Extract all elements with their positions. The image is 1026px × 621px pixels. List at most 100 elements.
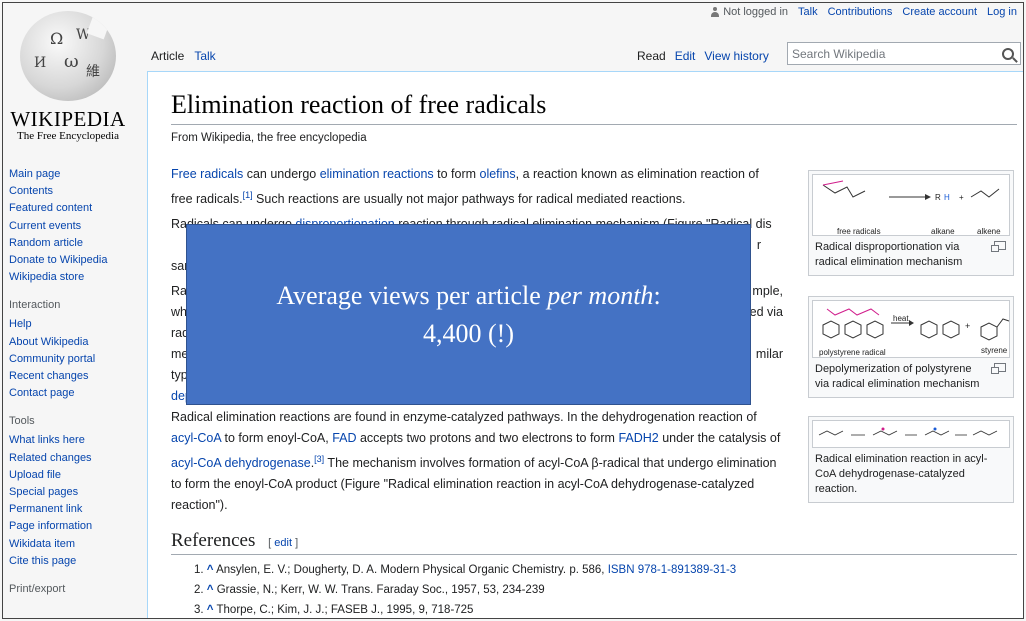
- sidebar-link[interactable]: What links here: [9, 434, 85, 447]
- backlink-caret[interactable]: ^: [206, 564, 214, 576]
- tagline: The Free Encyclopedia: [16, 130, 119, 142]
- enlarge-icon[interactable]: [991, 241, 1006, 252]
- text: to form enoyl-CoA,: [221, 431, 333, 446]
- sidebar-link[interactable]: Wikipedia store: [9, 271, 85, 284]
- sidebar-link[interactable]: Featured content: [9, 202, 93, 215]
- paragraph-1: Free radicals can undergo elimination re…: [171, 164, 783, 210]
- sidebar-link[interactable]: Community portal: [9, 352, 96, 365]
- user-talk-link[interactable]: Talk: [798, 6, 818, 18]
- sidebar-item-contents[interactable]: Contents: [9, 183, 139, 200]
- svg-text:R: R: [935, 193, 941, 202]
- sidebar-item-page-information[interactable]: Page information: [9, 518, 139, 535]
- tab-read[interactable]: Read: [637, 49, 666, 63]
- search-icon[interactable]: [1002, 48, 1014, 60]
- text: , a reaction known as elimination reacti…: [171, 167, 759, 207]
- sidebar-item-featured-content[interactable]: Featured content: [9, 200, 139, 217]
- sidebar-item-about[interactable]: About Wikipedia: [9, 334, 139, 351]
- text: r: [756, 238, 761, 253]
- enlarge-icon[interactable]: [991, 363, 1006, 374]
- puzzle-globe-icon: Ω W И ω 維: [20, 11, 116, 101]
- link-fad[interactable]: FAD: [332, 431, 357, 446]
- site-sub: From Wikipedia, the free encyclopedia: [171, 132, 367, 144]
- sidebar-link[interactable]: Random article: [9, 236, 83, 249]
- sidebar-item-current-events[interactable]: Current events: [9, 218, 139, 235]
- figure-acyl-coa: Radical elimination reaction in acyl-CoA…: [808, 416, 1014, 503]
- tab-edit[interactable]: Edit: [674, 49, 696, 63]
- link-olefins[interactable]: olefins: [479, 167, 516, 181]
- backlink-caret[interactable]: ^: [206, 604, 214, 616]
- sidebar-link[interactable]: Related changes: [9, 451, 92, 464]
- sidebar-link[interactable]: Recent changes: [9, 370, 89, 383]
- wikipedia-logo[interactable]: Ω W И ω 維 WIKIPEDIA The Free Encyclopedi…: [9, 11, 127, 142]
- references-heading-text: References: [171, 530, 256, 551]
- figure-image[interactable]: + polystyrene radical heat styrene: [812, 300, 1010, 358]
- sidebar: Main page Contents Featured content Curr…: [9, 166, 139, 600]
- not-logged-in: Not logged in: [710, 6, 788, 18]
- backlink-caret[interactable]: ^: [206, 584, 214, 596]
- sidebar-item-main-page[interactable]: Main page: [9, 166, 139, 183]
- page-title: Elimination reaction of free radicals: [171, 90, 1017, 125]
- figure-image[interactable]: R H + free radicals alkane alkene: [812, 174, 1010, 236]
- text: typ: [171, 368, 188, 383]
- sidebar-item-store[interactable]: Wikipedia store: [9, 269, 139, 286]
- text: milar: [755, 347, 783, 362]
- personal-tools: Not logged in Talk Contributions Create …: [710, 6, 1017, 18]
- reference-number: 1.: [194, 564, 204, 576]
- svg-text:+: +: [965, 321, 970, 331]
- text: mple,: [752, 284, 783, 299]
- sidebar-item-cite-this-page[interactable]: Cite this page: [9, 553, 139, 570]
- sidebar-link[interactable]: Contact page: [9, 387, 75, 400]
- sidebar-item-contact-page[interactable]: Contact page: [9, 385, 139, 402]
- sidebar-link[interactable]: Page information: [9, 520, 93, 533]
- sidebar-link[interactable]: Help: [9, 318, 32, 331]
- reference-text: Grassie, N.; Kerr, W. W. Trans. Faraday …: [213, 584, 545, 596]
- sidebar-item-permanent-link[interactable]: Permanent link: [9, 501, 139, 518]
- link-acyl-coa-dehydrogenase[interactable]: acyl-CoA dehydrogenase: [171, 456, 311, 471]
- log-in-link[interactable]: Log in: [987, 6, 1017, 18]
- sidebar-item-random-article[interactable]: Random article: [9, 235, 139, 252]
- sidebar-link[interactable]: Current events: [9, 219, 82, 232]
- search-input[interactable]: Search Wikipedia: [787, 42, 1021, 65]
- create-account-link[interactable]: Create account: [902, 6, 978, 18]
- figure-image[interactable]: [812, 420, 1010, 448]
- sidebar-item-community-portal[interactable]: Community portal: [9, 351, 139, 368]
- svg-text:+: +: [959, 193, 964, 202]
- sidebar-link[interactable]: Contents: [9, 185, 54, 198]
- sidebar-link[interactable]: Wikidata item: [9, 537, 76, 550]
- link-fadh2[interactable]: FADH2: [618, 431, 659, 446]
- sidebar-item-recent-changes[interactable]: Recent changes: [9, 368, 139, 385]
- reaction-diagram: R H +: [822, 180, 1000, 202]
- sidebar-item-related-changes[interactable]: Related changes: [9, 450, 139, 467]
- link-elimination-reactions[interactable]: elimination reactions: [319, 167, 434, 181]
- contributions-link[interactable]: Contributions: [827, 6, 893, 18]
- sidebar-link[interactable]: Upload file: [9, 468, 61, 481]
- caption-text: Radical elimination reaction in acyl-CoA…: [815, 453, 988, 495]
- text: accepts two protons and two electrons to…: [356, 431, 619, 446]
- link-acyl-coa[interactable]: acyl-CoA: [171, 431, 222, 446]
- text: under the catalysis of: [658, 431, 781, 446]
- link-free-radicals[interactable]: Free radicals: [171, 167, 244, 181]
- sidebar-item-upload-file[interactable]: Upload file: [9, 467, 139, 484]
- sidebar-item-what-links-here[interactable]: What links here: [9, 432, 139, 449]
- globe-glyph: Ω: [50, 29, 64, 48]
- tab-talk[interactable]: Talk: [194, 49, 216, 63]
- tab-article[interactable]: Article: [151, 49, 185, 63]
- sidebar-link[interactable]: Permanent link: [9, 503, 83, 516]
- sidebar-item-special-pages[interactable]: Special pages: [9, 484, 139, 501]
- isbn-link[interactable]: ISBN 978-1-891389-31-3: [607, 564, 737, 576]
- sidebar-item-donate[interactable]: Donate to Wikipedia: [9, 252, 139, 269]
- sidebar-item-wikidata-item[interactable]: Wikidata item: [9, 536, 139, 553]
- citation-1[interactable]: [1]: [242, 190, 253, 200]
- edit-section-link[interactable]: edit: [274, 537, 293, 549]
- sidebar-link[interactable]: Cite this page: [9, 554, 77, 567]
- citation-3[interactable]: [3]: [314, 454, 325, 465]
- sidebar-link[interactable]: Main page: [9, 168, 61, 180]
- tab-view-history[interactable]: View history: [704, 49, 769, 63]
- sidebar-item-help[interactable]: Help: [9, 316, 139, 333]
- text: rad: [171, 326, 190, 341]
- print-export-heading[interactable]: Print/export: [9, 583, 66, 596]
- sidebar-link[interactable]: Donate to Wikipedia: [9, 254, 108, 267]
- globe-glyph: И: [34, 55, 47, 71]
- sidebar-link[interactable]: Special pages: [9, 486, 79, 499]
- sidebar-link[interactable]: About Wikipedia: [9, 335, 89, 348]
